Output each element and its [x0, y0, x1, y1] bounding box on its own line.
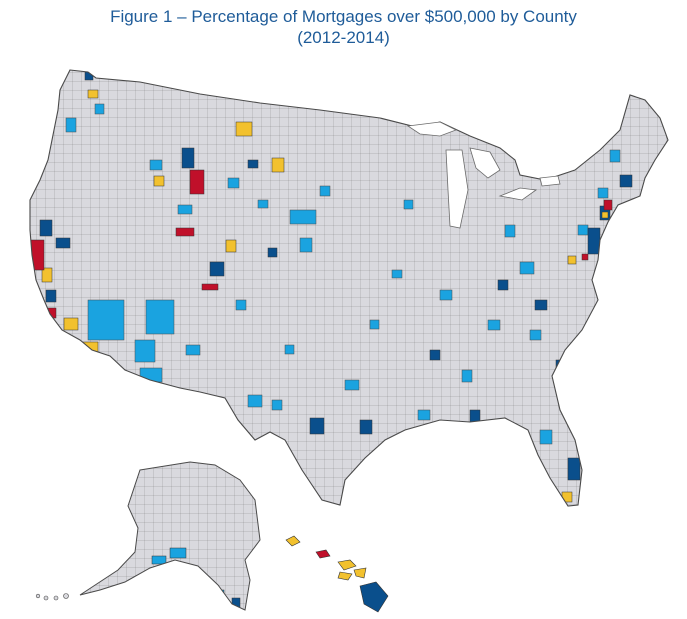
figure-title-block: Figure 1 – Percentage of Mortgages over …	[0, 6, 687, 48]
region-contiguous-us	[29, 69, 669, 507]
region-alaska	[35, 461, 261, 611]
figure-title: Figure 1 – Percentage of Mortgages over …	[110, 7, 577, 26]
figure-subtitle: (2012-2014)	[297, 28, 390, 47]
region-hawaii	[285, 535, 389, 613]
